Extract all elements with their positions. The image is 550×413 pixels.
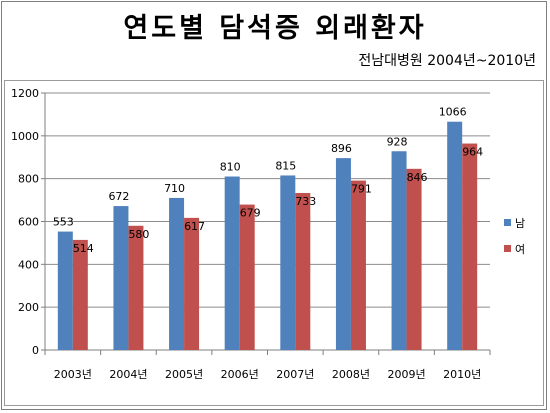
data-label: 580 xyxy=(128,228,149,241)
legend-label: 남 xyxy=(515,217,525,230)
y-tick-label: 1000 xyxy=(11,130,39,143)
data-label: 815 xyxy=(275,159,296,172)
bar-female xyxy=(350,180,366,350)
x-tick-label: 2007년 xyxy=(276,368,314,381)
data-label: 710 xyxy=(164,182,185,195)
bar-male xyxy=(280,175,296,350)
bar-male xyxy=(391,151,407,350)
x-tick-label: 2008년 xyxy=(332,368,370,381)
data-label: 679 xyxy=(240,207,261,220)
x-tick-label: 2003년 xyxy=(54,368,92,381)
chart-subtitle: 전남대병원 2004년~2010년 xyxy=(358,53,536,69)
data-labels: 553 514 672 580 710 617 810 679 815 733 896 791 928 8… xyxy=(53,106,483,255)
y-tick-label: 800 xyxy=(18,173,39,186)
data-label: 810 xyxy=(220,161,241,174)
plot-area-border xyxy=(4,80,544,406)
bar-female xyxy=(184,217,200,350)
data-label: 846 xyxy=(407,171,428,184)
bar-male xyxy=(447,121,463,350)
data-label: 928 xyxy=(387,135,408,148)
legend-swatch xyxy=(504,219,511,226)
bar-male xyxy=(113,206,129,350)
data-label: 896 xyxy=(331,142,352,155)
bar-female xyxy=(128,225,144,350)
data-label: 733 xyxy=(295,195,316,208)
data-label: 617 xyxy=(184,220,205,233)
bars xyxy=(57,121,478,350)
bar-female xyxy=(406,168,422,350)
x-tick-label: 2010년 xyxy=(443,368,481,381)
bar-female xyxy=(295,193,311,350)
x-tick-label: 2006년 xyxy=(221,368,259,381)
y-tick-label: 0 xyxy=(32,344,39,357)
bar-female xyxy=(72,239,88,350)
data-label: 1066 xyxy=(439,106,467,119)
data-label: 791 xyxy=(351,183,372,196)
y-tick-label: 1200 xyxy=(11,87,39,100)
data-label: 553 xyxy=(53,216,74,229)
legend: 남여 xyxy=(504,217,525,256)
x-tick-label: 2009년 xyxy=(388,368,426,381)
bar-male xyxy=(335,158,351,350)
legend-swatch xyxy=(504,245,511,252)
y-tick-label: 400 xyxy=(18,258,39,271)
y-tick-label: 200 xyxy=(18,301,39,314)
bar-male xyxy=(57,231,73,350)
data-label: 514 xyxy=(73,242,94,255)
data-label: 672 xyxy=(108,190,129,203)
data-label: 964 xyxy=(462,146,483,159)
bar-male xyxy=(169,197,185,350)
x-tick-label: 2005년 xyxy=(165,368,203,381)
x-tick-label: 2004년 xyxy=(109,368,147,381)
bar-female xyxy=(239,204,255,350)
chart-title: 연도별 담석증 외래환자 xyxy=(123,13,427,44)
legend-label: 여 xyxy=(515,243,525,256)
y-tick-label: 600 xyxy=(18,216,39,229)
bar-male xyxy=(224,176,240,350)
bar-female xyxy=(462,143,478,350)
